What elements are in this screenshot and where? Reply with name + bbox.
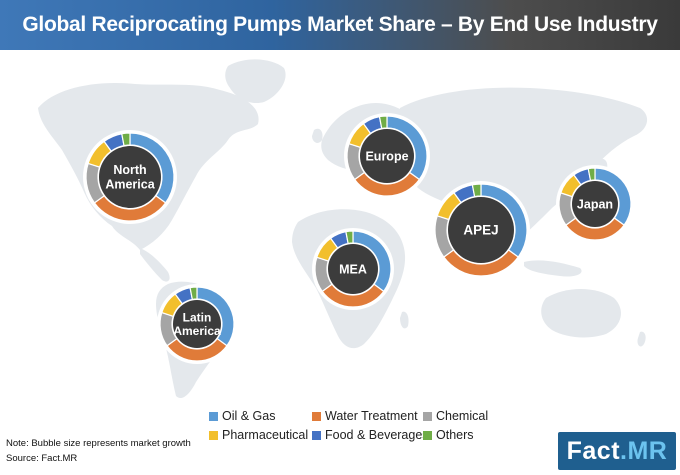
map-madagascar bbox=[400, 311, 409, 329]
legend-swatch-pharmaceutical bbox=[209, 431, 218, 440]
legend: Oil & Gas Water Treatment Chemical Pharm… bbox=[209, 408, 509, 448]
fact-mr-logo: Fact.MR bbox=[558, 432, 676, 470]
map-new-zealand bbox=[637, 331, 646, 347]
map-australia bbox=[541, 289, 621, 338]
slice-latin-america-others bbox=[189, 286, 198, 301]
donut-center-latin-america bbox=[173, 300, 221, 348]
donut-bubbles: North America Europe APEJ Japan MEA Latin Ameri… bbox=[83, 113, 634, 364]
donut-center-north-america bbox=[99, 146, 161, 208]
legend-swatch-water-treatment bbox=[312, 412, 321, 421]
slice-japan-others bbox=[587, 167, 596, 182]
page-title: Global Reciprocating Pumps Market Share … bbox=[22, 13, 658, 86]
map-indonesia bbox=[524, 260, 582, 277]
legend-swatch-chemical bbox=[423, 412, 432, 421]
legend-item-water-treatment: Water Treatment bbox=[312, 408, 418, 424]
legend-swatch-food-beverages bbox=[312, 431, 321, 440]
region-label-mea: MEA bbox=[339, 262, 367, 276]
map-greenland bbox=[225, 59, 286, 104]
logo-text-accent: .MR bbox=[620, 437, 668, 465]
map-central-america bbox=[140, 248, 170, 282]
logo-text: Fact.MR bbox=[558, 432, 676, 470]
slice-apej-others bbox=[471, 183, 482, 198]
donut-north-america: North America bbox=[83, 130, 177, 224]
title-bar: Global Reciprocating Pumps Market Share … bbox=[0, 0, 680, 86]
donut-center-japan bbox=[572, 181, 618, 227]
world-map bbox=[38, 59, 648, 399]
legend-label-food-beverages: Food & Beverages bbox=[325, 428, 429, 442]
map-uk bbox=[312, 128, 323, 143]
legend-label-chemical: Chemical bbox=[436, 409, 489, 423]
region-label-europe: Europe bbox=[365, 149, 408, 163]
legend-item-food-beverages: Food & Beverages bbox=[312, 427, 429, 443]
donut-center-europe bbox=[360, 129, 414, 183]
legend-label-pharmaceutical: Pharmaceutical bbox=[222, 428, 309, 442]
legend-label-water-treatment: Water Treatment bbox=[325, 409, 418, 423]
region-label-japan: Japan bbox=[577, 197, 613, 211]
donut-apej: APEJ bbox=[432, 181, 530, 279]
slice-north-america-others bbox=[121, 132, 131, 147]
donut-center-apej bbox=[448, 197, 514, 263]
legend-swatch-oil-gas bbox=[209, 412, 218, 421]
legend-label-others: Others bbox=[436, 428, 474, 442]
legend-item-others: Others bbox=[423, 427, 474, 443]
source-note: Source: Fact.MR bbox=[6, 453, 78, 464]
legend-item-chemical: Chemical bbox=[423, 408, 488, 424]
legend-swatch-others bbox=[423, 431, 432, 440]
donut-center-mea bbox=[328, 244, 378, 294]
legend-item-pharmaceutical: Pharmaceutical bbox=[209, 427, 308, 443]
legend-item-oil-gas: Oil & Gas bbox=[209, 408, 276, 424]
region-label-latin-america: Latin America bbox=[173, 310, 221, 338]
donut-latin-america: Latin America bbox=[157, 284, 237, 364]
donut-mea: MEA bbox=[312, 228, 394, 310]
slice-mea-others bbox=[345, 230, 354, 245]
legend-label-oil-gas: Oil & Gas bbox=[222, 409, 276, 423]
donut-japan: Japan bbox=[556, 165, 634, 243]
logo-text-main: Fact bbox=[566, 437, 621, 465]
footnote: Note: Bubble size represents market grow… bbox=[6, 438, 191, 449]
region-label-apej: APEJ bbox=[463, 223, 498, 238]
slice-europe-others bbox=[378, 115, 388, 130]
donut-europe: Europe bbox=[344, 113, 430, 199]
region-label-north-america: North America bbox=[105, 163, 155, 191]
